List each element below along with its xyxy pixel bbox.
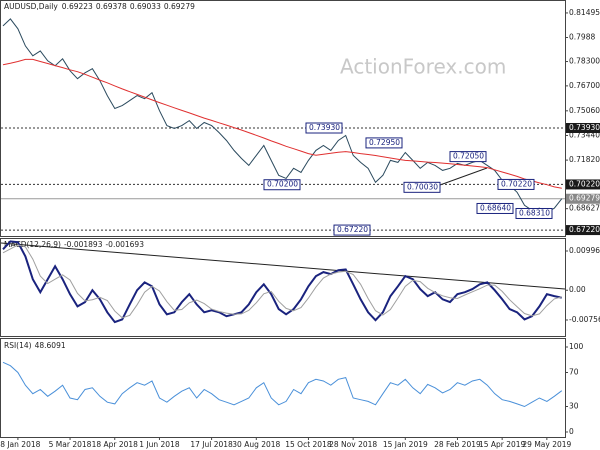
y-tick-label: 0.81495 <box>569 8 600 17</box>
y-tick-label: 0.68627 <box>569 204 600 213</box>
y-tick-label: -0.00756 <box>569 315 600 324</box>
price-header: AUDUSD,Daily 0.69223 0.69378 0.69033 0.69279 <box>4 2 195 11</box>
x-tick-label: 5 Mar 2018 <box>49 440 92 449</box>
high: 0.69378 <box>96 2 127 11</box>
x-tick-label: 1 Jun 2018 <box>139 440 180 449</box>
x-tick-label: 18 Jan 2018 <box>0 440 41 449</box>
y-tick-label: 0.75060 <box>569 106 600 115</box>
annotation-label: 0.67220 <box>337 225 368 234</box>
annotation-label: 0.70220 <box>501 179 532 188</box>
y-tick-label: 30 <box>569 401 579 410</box>
annotation-label: 0.68640 <box>480 203 511 212</box>
watermark: ActionForex.com <box>340 55 506 79</box>
y-tick-label: 0.009964 <box>569 246 600 255</box>
y-tick-label: 70 <box>569 367 579 376</box>
annotation-label: 0.73930 <box>309 123 340 132</box>
annotation-box <box>305 122 343 134</box>
x-tick-label: 15 Apr 2019 <box>479 440 526 449</box>
price-panel <box>0 0 566 237</box>
y-tick-label: 0.00 <box>569 285 586 294</box>
x-tick-label: 17 Jul 2018 <box>190 440 233 449</box>
macd-header: MACD(12,26,9) -0.001893 -0.001693 <box>4 240 144 249</box>
rsi-header: RSI(14) 48.6091 <box>4 341 66 350</box>
x-tick-label: 29 May 2019 <box>522 440 571 449</box>
level-box <box>566 179 600 190</box>
annotation-label: 0.70200 <box>267 180 298 189</box>
signal-value: -0.001693 <box>105 240 144 249</box>
title: MACD(12,26,9) <box>4 240 61 249</box>
x-tick-label: 30 Aug 2018 <box>232 440 280 449</box>
annotation-label: 0.72950 <box>369 138 400 147</box>
annotation-box <box>449 151 487 163</box>
title: RSI(14) <box>4 341 32 350</box>
level-box <box>566 123 600 134</box>
level-label: 0.70220 <box>569 179 600 188</box>
annotation-box <box>263 179 301 191</box>
macd-value: -0.001893 <box>64 240 103 249</box>
level-label: 0.73930 <box>569 123 600 132</box>
price-label: 0.69279 <box>569 194 600 203</box>
price-box <box>566 193 600 204</box>
x-tick-label: 28 Feb 2019 <box>434 440 481 449</box>
open: 0.69223 <box>62 2 93 11</box>
annotation-box <box>403 181 441 193</box>
series-line <box>2 361 563 408</box>
annotation-label: 0.68310 <box>519 208 550 217</box>
series-line <box>2 58 562 189</box>
x-tick-label: 15 Oct 2018 <box>285 440 332 449</box>
y-tick-label: 0.73440 <box>569 130 600 139</box>
trend-line <box>0 242 566 290</box>
rsi-value: 48.6091 <box>35 341 66 350</box>
x-tick-label: 18 Apr 2018 <box>92 440 139 449</box>
annotation-label: 0.70030 <box>407 182 438 191</box>
annotation-label: 0.72050 <box>453 152 484 161</box>
y-tick-label: 0 <box>569 427 574 436</box>
annotation-box <box>365 137 403 149</box>
y-tick-label: 0.76700 <box>569 81 600 90</box>
y-tick-label: 0.7988 <box>569 33 595 42</box>
annotation-box <box>515 207 553 219</box>
close: 0.69279 <box>164 2 195 11</box>
macd-panel <box>0 238 566 337</box>
level-box <box>566 225 600 236</box>
x-tick-label: 15 Jan 2019 <box>383 440 428 449</box>
annotation-box <box>333 224 371 236</box>
series-line <box>2 18 563 213</box>
annotation-box <box>497 178 535 190</box>
rsi-panel <box>0 338 566 438</box>
series-line <box>2 240 563 324</box>
low: 0.69033 <box>130 2 161 11</box>
annotation-box <box>476 202 514 214</box>
level-label: 0.67220 <box>569 225 600 234</box>
x-tick-label: 28 Nov 2018 <box>329 440 377 449</box>
y-tick-label: 100 <box>569 342 584 351</box>
title: AUDUSD,Daily <box>4 2 58 11</box>
y-tick-label: 0.78300 <box>569 57 600 66</box>
series-line <box>2 244 562 319</box>
trend-line <box>439 167 488 186</box>
y-tick-label: 0.71820 <box>569 155 600 164</box>
